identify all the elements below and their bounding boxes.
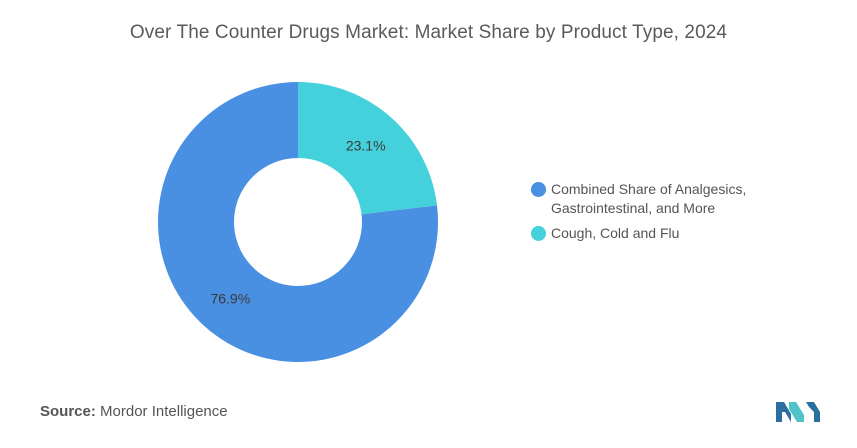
source-key: Source: [40, 403, 96, 420]
chart-legend: Combined Share of Analgesics, Gastrointe… [531, 180, 831, 249]
chart-title: Over The Counter Drugs Market: Market Sh… [129, 22, 728, 43]
logo-shape-right [806, 402, 820, 422]
legend-item-cough-cold-flu: Cough, Cold and Flu [531, 224, 831, 243]
donut-label-1: 76.9% [210, 290, 250, 306]
legend-swatch-cough-cold-flu [531, 226, 546, 241]
source-value: Mordor Intelligence [100, 403, 228, 420]
donut-slice-0 [298, 82, 438, 215]
donut-slices [158, 82, 439, 363]
donut-label-0: 23.1% [346, 138, 386, 154]
legend-item-combined-share: Combined Share of Analgesics, Gastrointe… [531, 180, 831, 218]
donut-slice-1 [158, 82, 439, 363]
legend-label-combined-share: Combined Share of Analgesics, Gastrointe… [551, 181, 747, 216]
source-note: Source: Mordor Intelligence [40, 403, 228, 420]
logo-shape-mid [789, 402, 804, 422]
legend-label-cough-cold-flu: Cough, Cold and Flu [551, 225, 680, 241]
mordor-intelligence-logo-icon [776, 402, 820, 422]
logo-shape-left [776, 402, 791, 422]
donut-labels: 23.1% 76.9% [210, 138, 385, 307]
legend-swatch-combined-share [531, 182, 546, 197]
